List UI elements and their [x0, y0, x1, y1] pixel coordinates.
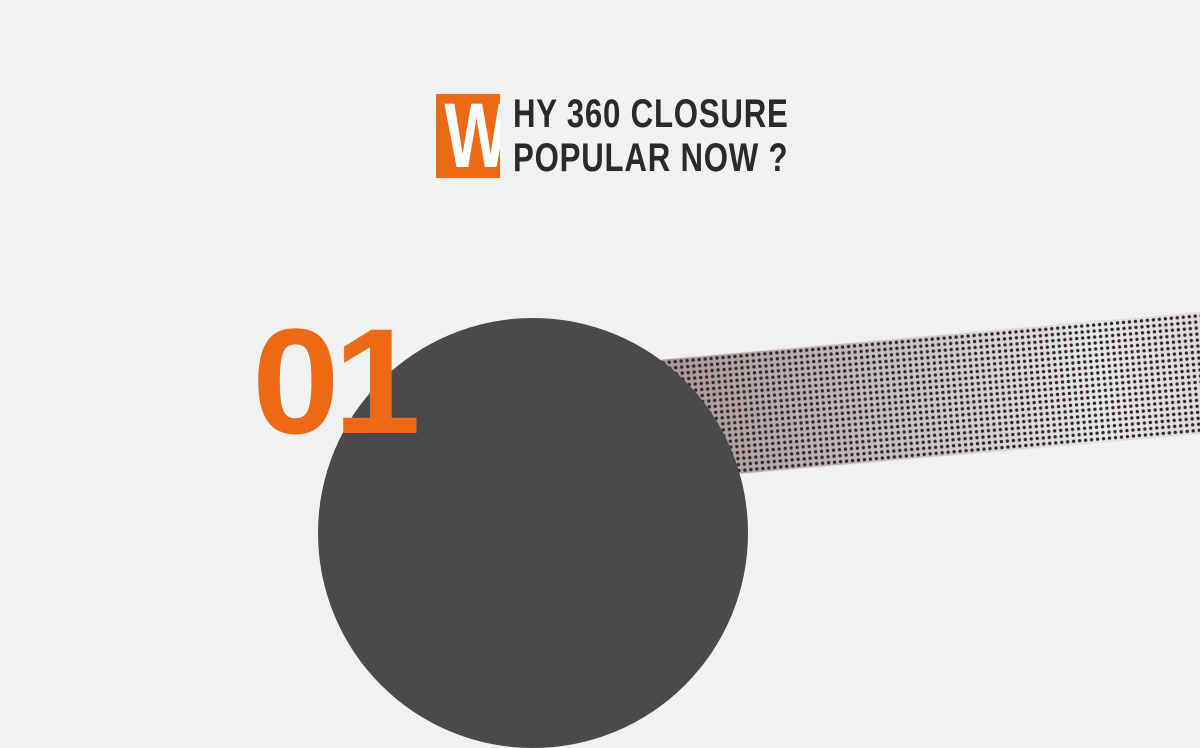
section-number: 01: [252, 297, 421, 465]
section-heading: W HY 360 CLOSURE POPULAR NOW ?: [436, 94, 866, 178]
drop-cap-box: W: [436, 94, 500, 178]
drop-cap-letter: W: [444, 94, 500, 178]
heading-line-1: HY 360 CLOSURE: [513, 92, 789, 136]
heading-text: HY 360 CLOSURE POPULAR NOW ?: [513, 94, 866, 178]
drop-cap-gap: [500, 94, 513, 178]
lace-mesh-image: [660, 305, 1200, 480]
heading-line-2: POPULAR NOW ?: [513, 136, 789, 180]
